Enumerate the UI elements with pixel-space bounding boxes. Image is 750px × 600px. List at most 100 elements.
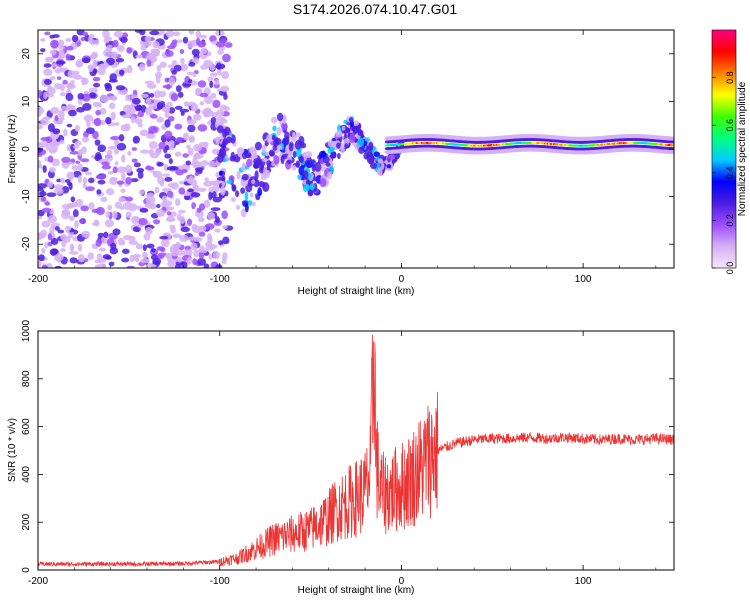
spectrogram-cell [62,79,68,85]
spectrogram-cell [50,237,59,246]
spectrogram-cell [44,241,49,249]
spectrogram-cell [346,127,351,134]
spectrogram-cell [208,191,213,201]
spectrogram-cell [203,59,213,68]
spectrogram-cell [220,85,230,92]
spectrogram-cell [292,150,297,158]
spectrogram-cell [117,88,128,95]
spectrogram-cell [115,121,120,126]
spectrogram-cell [47,155,54,163]
spectrogram-cell [273,155,280,165]
y-tick-label: -20 [21,237,32,252]
y-tick-label: -10 [21,189,32,204]
spectrogram-cell [183,101,189,107]
colorbar-frame [711,29,737,269]
spectrogram-cell [65,37,72,43]
spectrogram-cell [41,247,46,254]
spectrogram-cell [125,176,133,185]
spectrogram-cell [353,120,360,127]
spectrogram-cell [230,197,236,202]
spectrogram-cell [116,142,127,151]
spectrogram-cell [43,68,53,76]
spectrogram-cell [186,71,195,76]
spectrogram-cell [325,162,331,167]
spectrogram-cell [139,149,150,154]
spectrogram-cell [217,67,222,76]
spectrogram-cell [98,247,107,252]
spectrogram-cell [121,240,126,246]
spectrogram-cell [68,172,74,181]
spectrogram-cell [74,220,79,229]
spectrogram-cell [174,123,183,130]
spectrogram-cell [70,158,76,163]
spectrogram-cell [104,219,115,228]
spectrogram-cell [68,109,77,117]
spectrogram-cell [60,177,65,184]
spectrogram-cell [137,111,145,118]
spectrogram-cell [671,144,674,147]
spectrogram-cell [135,54,143,59]
spectrogram-cell [185,160,192,166]
spectrogram-cell [38,160,42,168]
spectrogram-cell [65,93,74,102]
spectrogram-cell [83,114,94,122]
spectrogram-cell [92,130,99,140]
spectrogram-cell [266,134,273,143]
spectrogram-cell [81,31,88,36]
spectrogram-cell [92,68,98,75]
spectrogram-cell [43,91,48,100]
spectrogram-cell [166,190,174,198]
spectrogram-cell [159,61,167,68]
spectrogram-cell [84,171,93,176]
spectrogram-cell [341,125,346,131]
spectrogram-cell [93,117,102,127]
spectrogram-cell [134,118,143,124]
y-tick-label: 600 [21,418,32,435]
spectrogram-cell [240,208,247,218]
spectrogram-cell [295,160,301,168]
spectrogram-cell [81,146,87,154]
spectrogram-cell [128,106,136,115]
spectrogram-cell [109,73,117,82]
spectrogram-cell [394,152,401,160]
spectrogram-cell [140,104,147,113]
spectrogram-cell [118,134,125,142]
spectrogram-cell [308,159,316,165]
spectrogram-cell [53,253,64,262]
spectrogram-cell [302,179,308,186]
spectrogram-cell [88,202,95,210]
spectrogram-cell [94,259,102,264]
spectrogram-cell [235,190,240,198]
spectrogram-cell [116,180,125,185]
spectrogram-cell [54,69,62,74]
spectrogram-cell [188,135,195,143]
spectrogram-cell [97,179,106,185]
spectrogram-cell [38,106,45,115]
spectrogram-cell [164,130,173,140]
spectrogram-cell [150,247,156,253]
spectrogram-cell [222,128,227,138]
spectrogram-cell [179,234,189,242]
spectrogram-cell [246,158,253,167]
spectrogram-cell [193,184,200,193]
spectrogram-cell [225,131,230,136]
spectrogram-cell [244,191,249,202]
spectrogram-cell [156,116,164,123]
spectrogram-cell [38,260,42,268]
spectrogram-cell [126,265,136,268]
spectrogram-cell [182,153,189,158]
spectrogram-cell [222,252,228,260]
spectrogram-cell [82,57,91,64]
spectrogram-cell [214,78,220,86]
spectrogram-cell [121,114,131,119]
spectrogram-cell [112,39,119,48]
spectrogram-cell [101,161,110,166]
spectrogram-cell [69,243,75,252]
spectrogram-cell [65,53,71,61]
spectrogram-cell [70,196,76,203]
spectrogram-cell [386,164,392,169]
spectrogram-cell [262,182,270,193]
spectrogram-cell [87,252,95,261]
spectrogram-cell [167,64,176,68]
